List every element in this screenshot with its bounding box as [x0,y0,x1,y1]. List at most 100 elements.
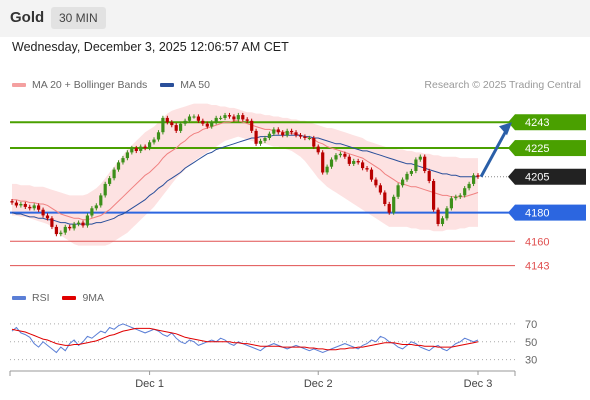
candle-body [258,140,263,144]
candle-body [196,116,200,121]
candle-body [94,205,98,209]
candle-body [294,132,298,136]
legend-item-rsi: RSI [12,292,50,304]
rsi-tick-70: 70 [525,319,537,331]
candle-body [281,132,285,136]
candle-body [432,181,436,210]
candles [10,112,480,237]
candle-body [467,183,471,189]
candle-body [449,198,453,209]
candle-body [10,201,14,203]
candle-body [418,156,422,160]
candle-body [23,204,27,207]
legend-label-ma50: MA 50 [180,79,210,91]
datetime-label: Wednesday, December 3, 2025 12:06:57 AM … [12,40,289,54]
candle-body [374,179,378,186]
candle-body [85,215,89,226]
top-bar: Gold 30 MIN [0,0,590,37]
candle-body [187,116,192,121]
candle-body [130,148,134,153]
candle-body [347,156,351,164]
level-4205-tag-arrow [508,168,515,185]
candle-body [396,185,400,197]
candle-body [68,226,72,229]
candle-body [161,117,165,133]
candle-body [81,222,85,226]
candle-body [19,204,23,206]
candle-body [298,135,303,137]
timeframe-button[interactable]: 30 MIN [51,7,106,29]
x-tick-label: Dec 3 [464,378,493,390]
candle-body [134,148,138,151]
rsi-line [11,323,479,354]
rsi-9ma-line [11,327,479,351]
candle-body [427,171,431,181]
candle-body [59,232,63,235]
level-4225-tag [515,140,586,157]
candle-body [63,226,67,233]
candle-body [72,224,76,229]
level-4160-label: 4160 [525,236,549,248]
x-tick-label: Dec 1 [135,378,164,390]
legend-label-ma20: MA 20 + Bollinger Bands [32,79,148,91]
legend-item-ma50: MA 50 [160,79,210,91]
candle-body [383,192,387,204]
candle-body [103,183,107,196]
candle-body [285,130,289,136]
candle-body [463,188,467,196]
legend-label-rsi: RSI [32,292,50,304]
level-4205-label: 4205 [525,172,549,184]
level-4243-label: 4243 [525,117,549,129]
candle-body [45,215,50,219]
level-4225-tag-arrow [508,140,515,157]
credit-label: Research © 2025 Trading Central [424,79,581,91]
candle-body [170,122,174,126]
level-4180-label: 4180 [525,208,549,220]
candle-body [245,119,249,121]
forecast-arrow-head [499,122,512,136]
candle-body [312,138,316,147]
legend-swatch-ma20 [12,83,26,88]
candle-body [329,159,334,167]
candle-body [32,205,36,209]
candle-body [290,130,294,133]
candle-body [476,175,480,177]
legend-item-9ma: 9MA [62,292,104,304]
instrument-title: Gold [10,9,45,26]
candle-body [121,158,125,163]
candle-body [219,117,223,119]
legend-label-9ma: 9MA [82,292,105,304]
candle-body [37,205,41,210]
rsi-tick-30: 30 [525,355,537,367]
candle-body [227,115,232,117]
candle-body [356,161,360,163]
candle-body [192,116,196,118]
level-4205-tag [515,168,586,185]
candle-body [143,146,147,148]
candle-body [205,123,209,127]
level-4143-label: 4143 [525,261,549,273]
candle-body [50,218,54,227]
candle-body [210,122,214,127]
candle-body [316,146,320,153]
candle-body [392,196,396,213]
candle-body [445,208,449,219]
candle-body [41,209,45,216]
candle-body [405,173,409,180]
candle-body [254,130,258,144]
level-4180-tag-arrow [508,204,515,221]
candle-body [436,209,440,224]
candle-body [440,218,445,224]
candle-body [401,179,405,186]
candle-body [458,195,462,197]
candle-body [232,116,236,120]
candle-body [152,139,156,143]
ma50-line [11,134,478,225]
candle-body [99,195,103,206]
candle-body [272,129,276,134]
candle-body [223,115,227,118]
candle-body [454,196,458,199]
level-4243-tag [515,114,586,131]
candle-body [201,120,205,124]
